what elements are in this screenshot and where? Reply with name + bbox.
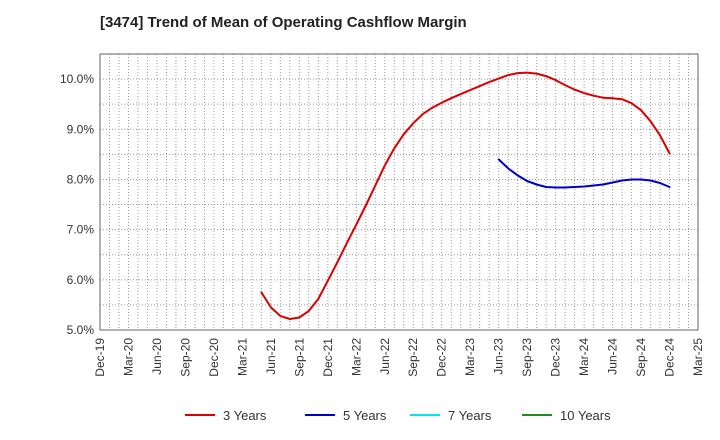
x-tick-label: Dec-21 <box>321 338 335 377</box>
x-tick-label: Mar-23 <box>463 338 477 376</box>
y-tick-label: 8.0% <box>67 172 95 186</box>
x-tick-label: Jun-23 <box>492 338 506 375</box>
x-tick-label: Jun-21 <box>264 338 278 375</box>
legend-label: 3 Years <box>223 408 267 423</box>
x-tick-label: Mar-21 <box>235 338 249 376</box>
legend-label: 5 Years <box>343 408 387 423</box>
series-line <box>260 71 671 320</box>
x-tick-label: Mar-22 <box>349 338 363 376</box>
chart-title: [3474] Trend of Mean of Operating Cashfl… <box>100 14 467 31</box>
x-tick-label: Sep-23 <box>520 338 534 377</box>
legend-label: 10 Years <box>560 408 611 423</box>
x-tick-label: Dec-20 <box>207 338 221 377</box>
series-line <box>497 158 671 189</box>
x-tick-label: Dec-24 <box>663 338 677 377</box>
x-tick-label: Dec-19 <box>93 338 107 377</box>
x-tick-label: Mar-25 <box>691 338 705 376</box>
plot-frame <box>99 53 699 331</box>
x-tick-label: Dec-23 <box>549 338 563 377</box>
x-tick-label: Dec-22 <box>435 338 449 377</box>
x-tick-label: Jun-22 <box>378 338 392 375</box>
x-tick-label: Sep-22 <box>406 338 420 377</box>
x-tick-label: Mar-24 <box>577 338 591 376</box>
y-tick-label: 10.0% <box>60 72 94 86</box>
x-tick-label: Sep-24 <box>634 338 648 377</box>
y-tick-label: 5.0% <box>67 323 95 337</box>
x-tick-label: Mar-20 <box>121 338 135 376</box>
y-tick-label: 9.0% <box>67 122 95 136</box>
x-tick-label: Sep-21 <box>292 338 306 377</box>
y-tick-label: 6.0% <box>67 273 95 287</box>
y-tick-label: 7.0% <box>67 223 95 237</box>
legend-label: 7 Years <box>448 408 492 423</box>
x-tick-label: Jun-24 <box>606 338 620 375</box>
x-tick-label: Sep-20 <box>178 338 192 377</box>
x-tick-label: Jun-20 <box>150 338 164 375</box>
